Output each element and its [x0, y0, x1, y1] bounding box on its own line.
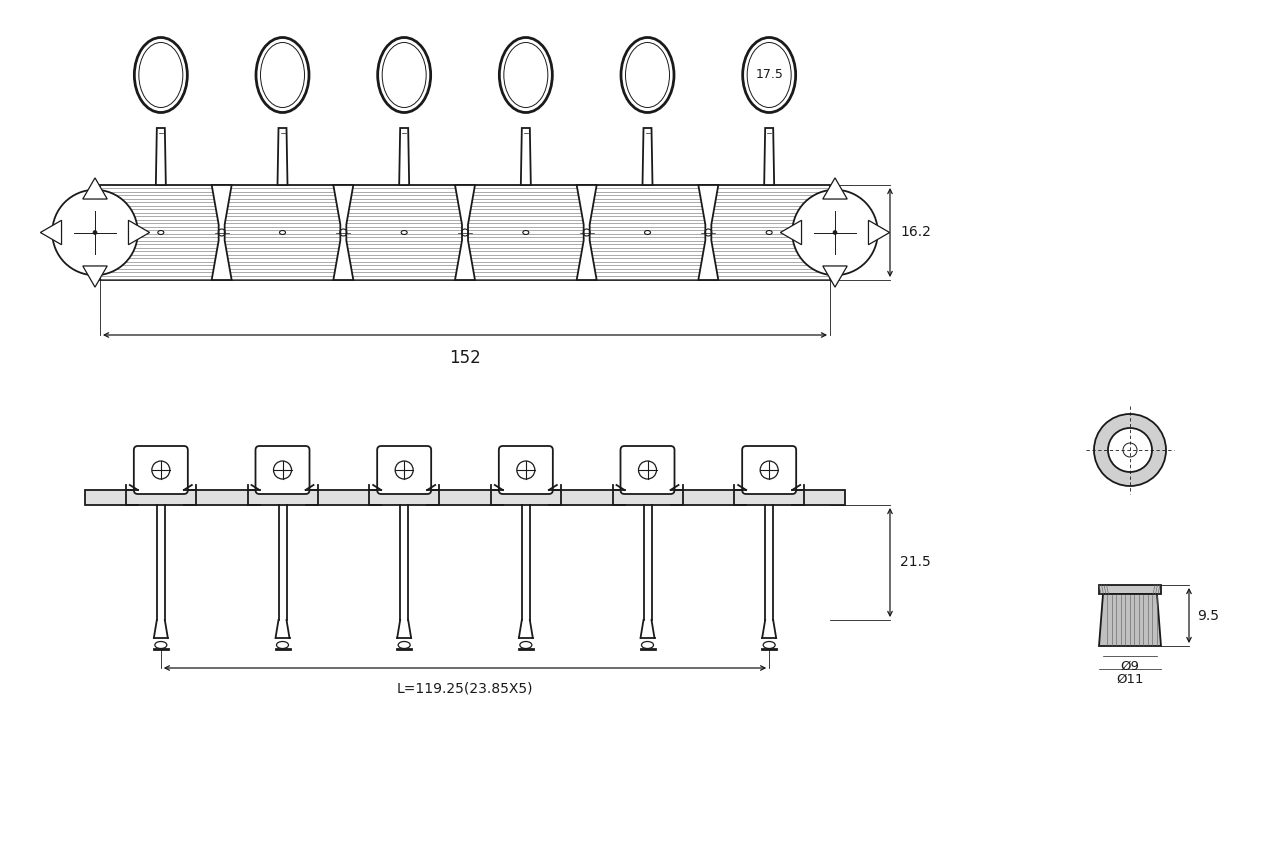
Polygon shape — [764, 128, 774, 185]
Ellipse shape — [256, 37, 308, 113]
Ellipse shape — [763, 642, 776, 649]
Polygon shape — [100, 185, 829, 280]
Ellipse shape — [138, 42, 183, 107]
Polygon shape — [84, 490, 845, 505]
Ellipse shape — [645, 230, 650, 235]
Ellipse shape — [401, 230, 407, 235]
Polygon shape — [83, 178, 108, 199]
Ellipse shape — [520, 642, 531, 649]
Ellipse shape — [276, 642, 288, 649]
Ellipse shape — [398, 642, 410, 649]
Polygon shape — [1100, 594, 1161, 646]
Ellipse shape — [157, 230, 164, 235]
Ellipse shape — [504, 42, 548, 107]
Polygon shape — [577, 185, 596, 280]
Polygon shape — [399, 128, 410, 185]
Circle shape — [1123, 443, 1137, 457]
Ellipse shape — [378, 37, 430, 113]
Polygon shape — [83, 266, 108, 288]
FancyBboxPatch shape — [378, 446, 431, 494]
Polygon shape — [868, 220, 890, 245]
Ellipse shape — [767, 230, 772, 235]
Polygon shape — [521, 128, 531, 185]
Polygon shape — [128, 220, 150, 245]
Polygon shape — [699, 185, 718, 280]
Ellipse shape — [383, 42, 426, 107]
Circle shape — [52, 190, 138, 275]
Polygon shape — [156, 128, 166, 185]
Circle shape — [93, 230, 97, 235]
FancyBboxPatch shape — [621, 446, 675, 494]
Ellipse shape — [748, 42, 791, 107]
Text: 17.5: 17.5 — [755, 68, 783, 81]
Polygon shape — [643, 128, 653, 185]
Ellipse shape — [134, 37, 187, 113]
Polygon shape — [278, 128, 288, 185]
FancyBboxPatch shape — [742, 446, 796, 494]
Ellipse shape — [626, 42, 669, 107]
Polygon shape — [41, 220, 61, 245]
Circle shape — [833, 230, 837, 235]
FancyBboxPatch shape — [256, 446, 310, 494]
Ellipse shape — [155, 642, 166, 649]
Text: 152: 152 — [449, 349, 481, 367]
Text: Ø11: Ø11 — [1116, 673, 1144, 686]
FancyBboxPatch shape — [134, 446, 188, 494]
Polygon shape — [333, 185, 353, 280]
Circle shape — [1108, 428, 1152, 472]
FancyBboxPatch shape — [499, 446, 553, 494]
Ellipse shape — [261, 42, 305, 107]
Circle shape — [1094, 414, 1166, 486]
Ellipse shape — [641, 642, 654, 649]
Polygon shape — [823, 178, 847, 199]
Polygon shape — [454, 185, 475, 280]
Ellipse shape — [742, 37, 796, 113]
Circle shape — [792, 190, 878, 275]
Text: Ø9: Ø9 — [1120, 660, 1139, 673]
Polygon shape — [211, 185, 232, 280]
Ellipse shape — [279, 230, 285, 235]
Ellipse shape — [499, 37, 553, 113]
Polygon shape — [823, 266, 847, 288]
Text: 9.5: 9.5 — [1197, 609, 1219, 623]
Text: 16.2: 16.2 — [900, 225, 931, 240]
Polygon shape — [1100, 585, 1161, 594]
Text: 21.5: 21.5 — [900, 555, 931, 570]
Polygon shape — [781, 220, 801, 245]
Text: L=119.25(23.85X5): L=119.25(23.85X5) — [397, 682, 534, 696]
Ellipse shape — [621, 37, 675, 113]
Ellipse shape — [522, 230, 529, 235]
